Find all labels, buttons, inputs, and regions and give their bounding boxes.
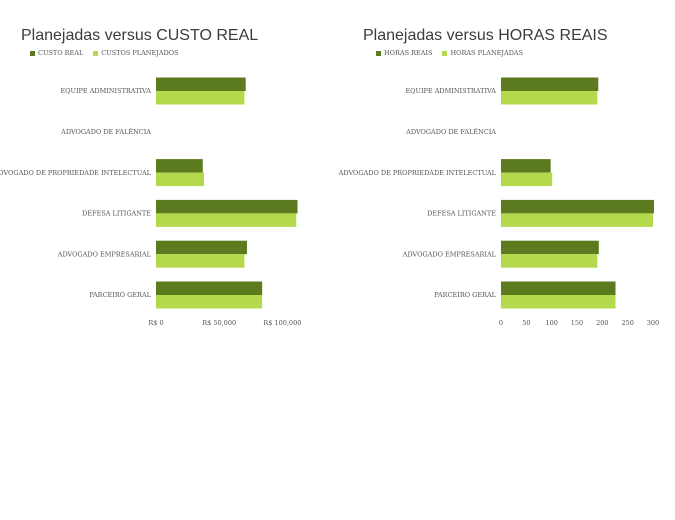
bar-real — [156, 77, 246, 91]
legend-label-planned: CUSTOS PLANEJADOS — [101, 49, 179, 57]
x-tick-label: 100 — [545, 319, 557, 327]
bar-planned — [501, 213, 653, 227]
bar-planned — [156, 254, 245, 268]
x-tick-label: 300 — [647, 319, 659, 327]
legend-swatch-real — [376, 50, 381, 56]
legend-swatch-planned — [442, 50, 448, 56]
bar-real — [156, 199, 298, 214]
category-label: EQUIPE ADMINISTRATIVA — [405, 87, 496, 95]
bar-real — [501, 240, 599, 255]
legend-label-planned: HORAS PLANEJADAS — [450, 49, 524, 57]
bar-planned — [156, 295, 263, 309]
x-tick-label: 150 — [571, 319, 583, 327]
bar-planned — [156, 172, 205, 187]
bar-real — [156, 240, 247, 255]
category-label: DEFESA LITIGANTE — [82, 210, 151, 218]
x-tick-label: R$ 50,000 — [202, 319, 236, 327]
chart-custo-real: Planejadas versus CUSTO REAL CUSTO REAL … — [0, 0, 340, 340]
legend-item-planned: HORAS PLANEJADAS — [442, 49, 523, 57]
x-tick-label: 200 — [596, 319, 608, 327]
bar-real — [156, 159, 203, 173]
legend-item-real: CUSTO REAL — [30, 49, 83, 57]
x-tick-label: 250 — [621, 319, 633, 327]
legend-swatch-planned — [93, 50, 99, 56]
category-label: ADVOGADO DE FALÊNCIA — [60, 127, 151, 136]
legend-item-planned: CUSTOS PLANEJADOS — [93, 49, 179, 57]
chart-plot-area: EQUIPE ADMINISTRATIVA ADVOGADO DE FALÊNCI… — [0, 77, 301, 327]
bar-real — [501, 159, 551, 173]
legend-item-real: HORAS REAIS — [376, 49, 432, 57]
category-label: ADVOGADO EMPRESARIAL — [57, 250, 152, 258]
x-tick-label: R$ 100,000 — [263, 319, 301, 327]
category-label: PARCEIRO GERAL — [89, 291, 151, 299]
bar-real — [501, 281, 616, 295]
chart-plot-area: EQUIPE ADMINISTRATIVA ADVOGADO DE FALÊNCI… — [338, 77, 659, 327]
category-label: DEFESA LITIGANTE — [427, 210, 496, 218]
bar-real — [501, 199, 655, 214]
category-label: ADVOGADO DE PROPRIEDADE INTELECTUAL — [338, 169, 497, 177]
bar-real — [156, 281, 263, 295]
bar-planned — [156, 91, 245, 105]
category-label: PARCEIRO GERAL — [434, 291, 496, 299]
category-label: EQUIPE ADMINISTRATIVA — [60, 87, 151, 95]
chart-horas-reais: Planejadas versus HORAS REAIS HORAS REAI… — [338, 0, 675, 340]
legend-label-real: CUSTO REAL — [38, 49, 84, 57]
legend-swatch-real — [30, 50, 35, 56]
chart-title: Planejadas versus CUSTO REAL — [21, 27, 259, 44]
bar-planned — [501, 91, 598, 105]
bar-planned — [156, 213, 297, 227]
bar-planned — [501, 172, 553, 187]
x-tick-label: 50 — [522, 319, 530, 327]
chart-legend: HORAS REAIS HORAS PLANEJADAS — [376, 49, 523, 57]
bar-real — [501, 77, 599, 91]
bar-planned — [501, 254, 598, 268]
bar-planned — [501, 295, 616, 309]
x-tick-label: R$ 0 — [148, 319, 163, 327]
category-label: ADVOGADO EMPRESARIAL — [402, 250, 497, 258]
chart-title: Planejadas versus HORAS REAIS — [363, 27, 608, 44]
chart-legend: CUSTO REAL CUSTOS PLANEJADOS — [30, 49, 179, 57]
x-tick-label: 0 — [499, 319, 503, 327]
legend-label-real: HORAS REAIS — [384, 49, 433, 57]
category-label: ADVOGADO DE FALÊNCIA — [405, 127, 496, 136]
category-label: ADVOGADO DE PROPRIEDADE INTELECTUAL — [0, 169, 152, 177]
